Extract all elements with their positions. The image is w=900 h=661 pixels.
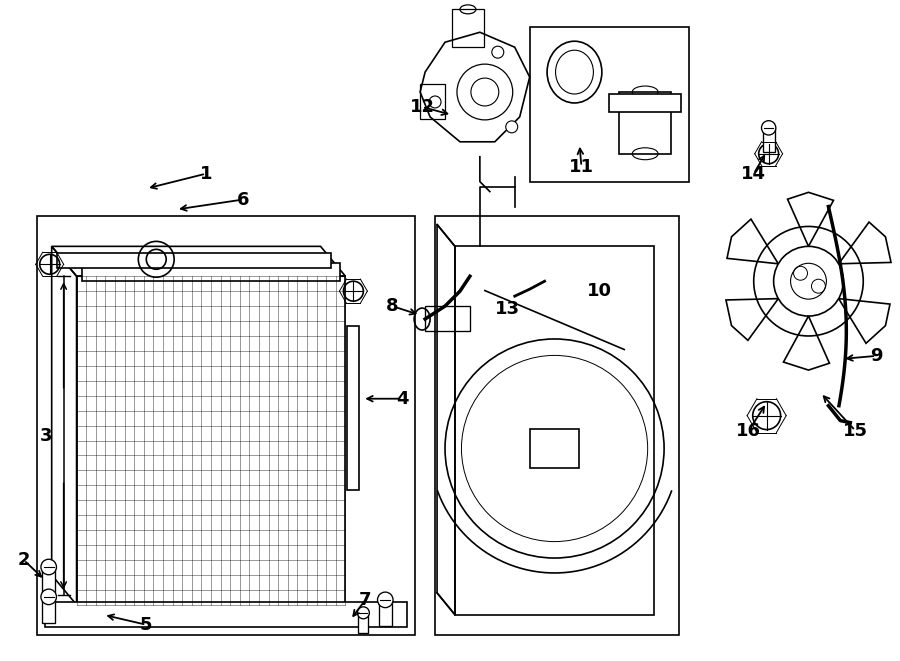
Bar [452,9,484,47]
Bar [435,217,679,635]
Bar [530,428,580,469]
Bar [530,27,689,182]
Bar [347,325,359,490]
Bar [420,84,445,119]
Circle shape [357,607,369,619]
Bar [379,600,392,626]
Bar [425,306,470,331]
Text: 3: 3 [40,426,52,445]
Bar [57,253,330,268]
Text: 10: 10 [587,282,612,300]
Text: 14: 14 [742,165,766,182]
Circle shape [506,121,518,133]
Bar [358,613,368,633]
Text: 6: 6 [237,190,249,209]
Text: 16: 16 [736,422,761,440]
Circle shape [40,559,57,575]
Circle shape [40,589,57,605]
Circle shape [377,592,393,607]
Bar [762,128,775,152]
Text: 7: 7 [359,591,372,609]
Bar [45,602,407,627]
Text: 15: 15 [842,422,868,440]
Text: 2: 2 [17,551,30,569]
Text: 13: 13 [495,300,520,318]
Bar [42,597,55,623]
Text: 11: 11 [569,158,594,176]
Bar [619,92,671,154]
Bar [76,276,346,605]
Text: 12: 12 [410,98,435,116]
Circle shape [429,96,441,108]
Text: 4: 4 [396,390,409,408]
Circle shape [761,121,776,135]
Bar [82,263,340,281]
Bar [609,94,681,112]
Text: 1: 1 [200,165,212,182]
Text: 9: 9 [870,347,883,365]
Bar [37,217,415,635]
Text: 5: 5 [140,616,152,634]
Circle shape [491,46,504,58]
Bar [455,247,654,615]
Bar [42,567,55,593]
Text: 8: 8 [386,297,399,315]
